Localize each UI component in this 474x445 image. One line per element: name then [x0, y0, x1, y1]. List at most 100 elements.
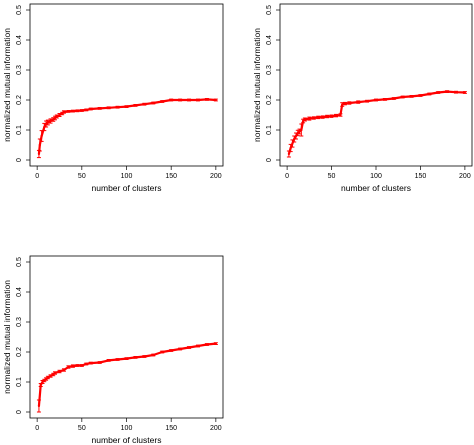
plot-frame [29, 255, 224, 419]
data-point [46, 376, 49, 379]
data-point [366, 100, 369, 103]
chart-panel-3: 0 50 100 150 200 0 0.1 0.2 0.3 0.4 0.5 number of cl… [2, 255, 224, 445]
data-point [71, 365, 74, 368]
data-point [44, 122, 48, 126]
y-tick-label: 0.2 [16, 347, 23, 357]
x-tick-label: 150 [415, 173, 427, 180]
x-tick-label: 50 [78, 425, 86, 432]
data-point [89, 362, 92, 365]
y-tick-label: 0.5 [16, 5, 23, 15]
y-tick-label: 0.1 [266, 125, 273, 135]
data-point [308, 117, 311, 120]
data-point [170, 98, 173, 102]
data-point [152, 101, 155, 105]
data-point [179, 98, 182, 102]
data-point [67, 365, 70, 369]
data-point [392, 97, 395, 100]
y-tick-label: 0.2 [266, 95, 273, 105]
data-point [179, 347, 182, 351]
data-point [62, 368, 66, 372]
data-point [37, 404, 41, 408]
data-point [37, 152, 41, 156]
data-point [339, 113, 342, 117]
data-point [55, 115, 58, 118]
data-point [67, 110, 70, 113]
x-tick-label: 150 [165, 173, 177, 180]
data-point [143, 103, 146, 106]
data-point [343, 102, 346, 105]
y-tick-label: 0.3 [266, 65, 273, 75]
data-point [52, 373, 55, 376]
data-point [287, 152, 290, 156]
data-point [53, 116, 57, 120]
data-point [41, 380, 44, 384]
data-point [134, 356, 137, 359]
data-point [38, 143, 41, 147]
chart-panel-2: 0 50 100 150 200 0 0.1 0.2 0.3 0.4 0.5 number of cl… [252, 3, 473, 193]
data-point [326, 115, 329, 118]
series-line [37, 342, 216, 407]
data-point [53, 371, 57, 375]
data-point [58, 370, 61, 373]
data-point [98, 361, 101, 364]
data-point [214, 342, 217, 345]
data-point [170, 349, 173, 352]
x-axis-title: number of clusters [92, 183, 162, 193]
data-point [85, 108, 88, 111]
data-point [214, 98, 217, 102]
y-tick-label: 0 [266, 158, 273, 162]
data-point [294, 134, 298, 138]
data-point [410, 95, 413, 98]
data-point [463, 91, 466, 94]
data-point [49, 119, 52, 123]
data-point [383, 98, 386, 101]
data-point [43, 125, 46, 129]
x-tick-label: 0 [285, 173, 289, 180]
data-point [49, 374, 52, 378]
data-point [187, 346, 191, 349]
data-point [71, 110, 74, 113]
data-point [61, 112, 64, 115]
data-point [125, 357, 128, 360]
data-point [317, 116, 320, 119]
data-point [334, 114, 338, 117]
data-point [43, 379, 46, 382]
data-point [341, 103, 344, 106]
y-tick-label: 0 [16, 410, 23, 414]
data-point [330, 115, 333, 118]
x-tick-label: 200 [459, 173, 471, 180]
data-point [296, 131, 299, 135]
data-point [196, 344, 200, 348]
data-point [58, 113, 61, 117]
plot-frame [279, 3, 473, 167]
data-point [46, 121, 49, 124]
data-point [303, 118, 306, 121]
x-tick-label: 150 [165, 425, 177, 432]
data-point [419, 94, 422, 97]
x-tick-label: 0 [35, 425, 39, 432]
data-point [76, 364, 79, 367]
data-point [161, 100, 164, 103]
y-tick-label: 0.4 [16, 287, 23, 297]
y-tick-label: 0.5 [16, 257, 23, 267]
data-point [161, 350, 164, 354]
data-point [39, 383, 42, 387]
data-point [80, 109, 83, 112]
data-point [205, 343, 209, 346]
y-tick-label: 0.3 [16, 317, 23, 327]
x-tick-label: 0 [35, 173, 39, 180]
data-point [437, 91, 440, 94]
data-point [62, 110, 66, 114]
y-tick-label: 0.1 [16, 377, 23, 387]
x-tick-label: 50 [78, 173, 86, 180]
data-point [187, 98, 191, 102]
data-point [116, 358, 119, 361]
y-tick-label: 0.4 [16, 35, 23, 45]
data-point [44, 377, 48, 381]
data-point [293, 137, 296, 141]
data-point [107, 359, 110, 362]
y-axis-title: normalized mutual information [252, 28, 262, 142]
x-tick-label: 200 [210, 425, 222, 432]
x-tick-label: 100 [121, 173, 133, 180]
